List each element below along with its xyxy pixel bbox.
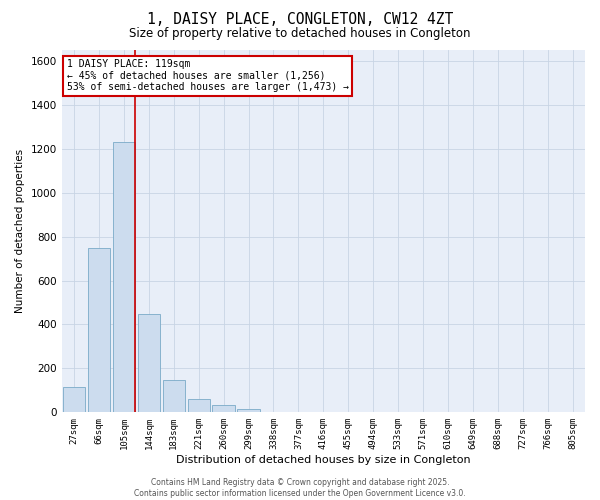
Text: Size of property relative to detached houses in Congleton: Size of property relative to detached ho… — [129, 28, 471, 40]
Y-axis label: Number of detached properties: Number of detached properties — [15, 149, 25, 313]
Bar — [163, 380, 185, 412]
Bar — [137, 314, 160, 412]
X-axis label: Distribution of detached houses by size in Congleton: Distribution of detached houses by size … — [176, 455, 470, 465]
Bar — [212, 404, 235, 412]
Bar — [63, 387, 85, 412]
Bar — [188, 399, 210, 412]
Text: 1, DAISY PLACE, CONGLETON, CW12 4ZT: 1, DAISY PLACE, CONGLETON, CW12 4ZT — [147, 12, 453, 28]
Text: Contains HM Land Registry data © Crown copyright and database right 2025.
Contai: Contains HM Land Registry data © Crown c… — [134, 478, 466, 498]
Bar — [113, 142, 135, 412]
Bar — [238, 409, 260, 412]
Text: 1 DAISY PLACE: 119sqm
← 45% of detached houses are smaller (1,256)
53% of semi-d: 1 DAISY PLACE: 119sqm ← 45% of detached … — [67, 59, 349, 92]
Bar — [88, 248, 110, 412]
